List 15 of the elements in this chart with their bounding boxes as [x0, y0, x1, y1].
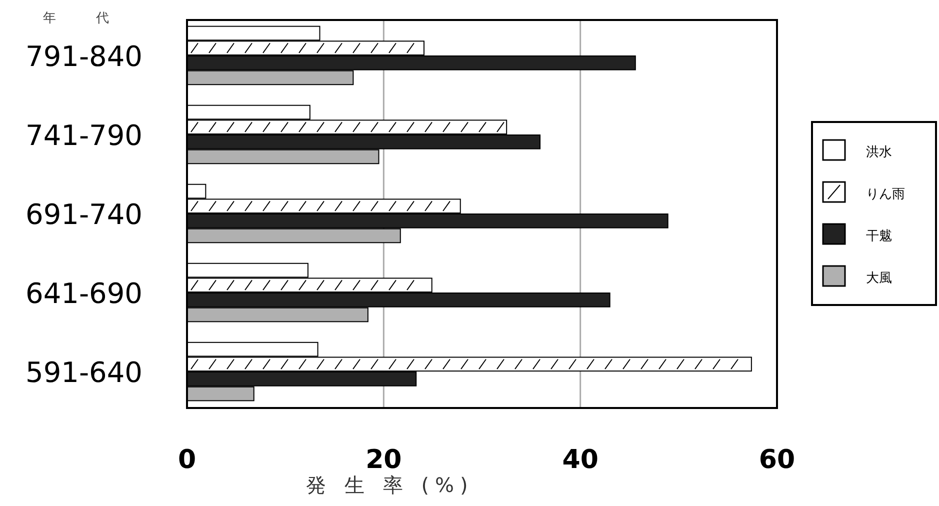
x-tick-label: 60: [758, 445, 796, 475]
y-tick-label: 591-640: [26, 356, 142, 390]
legend-label: 洪水: [866, 145, 892, 160]
legend-label: 大風: [866, 271, 892, 286]
x-tick-label: 0: [178, 445, 196, 475]
x-tick-label: 40: [562, 445, 598, 475]
legend-label: 干魃: [866, 229, 892, 244]
y-axis-title: 年 代: [42, 11, 128, 26]
y-tick-label: 641-690: [26, 277, 142, 310]
x-tick-label: 20: [366, 445, 402, 475]
y-tick-label: 741-790: [26, 118, 142, 152]
y-tick-label: 691-740: [26, 198, 142, 231]
y-tick-label: 791-840: [26, 40, 142, 73]
x-axis-title: 発 生 率 (%): [306, 473, 474, 497]
legend-label: りん雨: [866, 187, 905, 202]
